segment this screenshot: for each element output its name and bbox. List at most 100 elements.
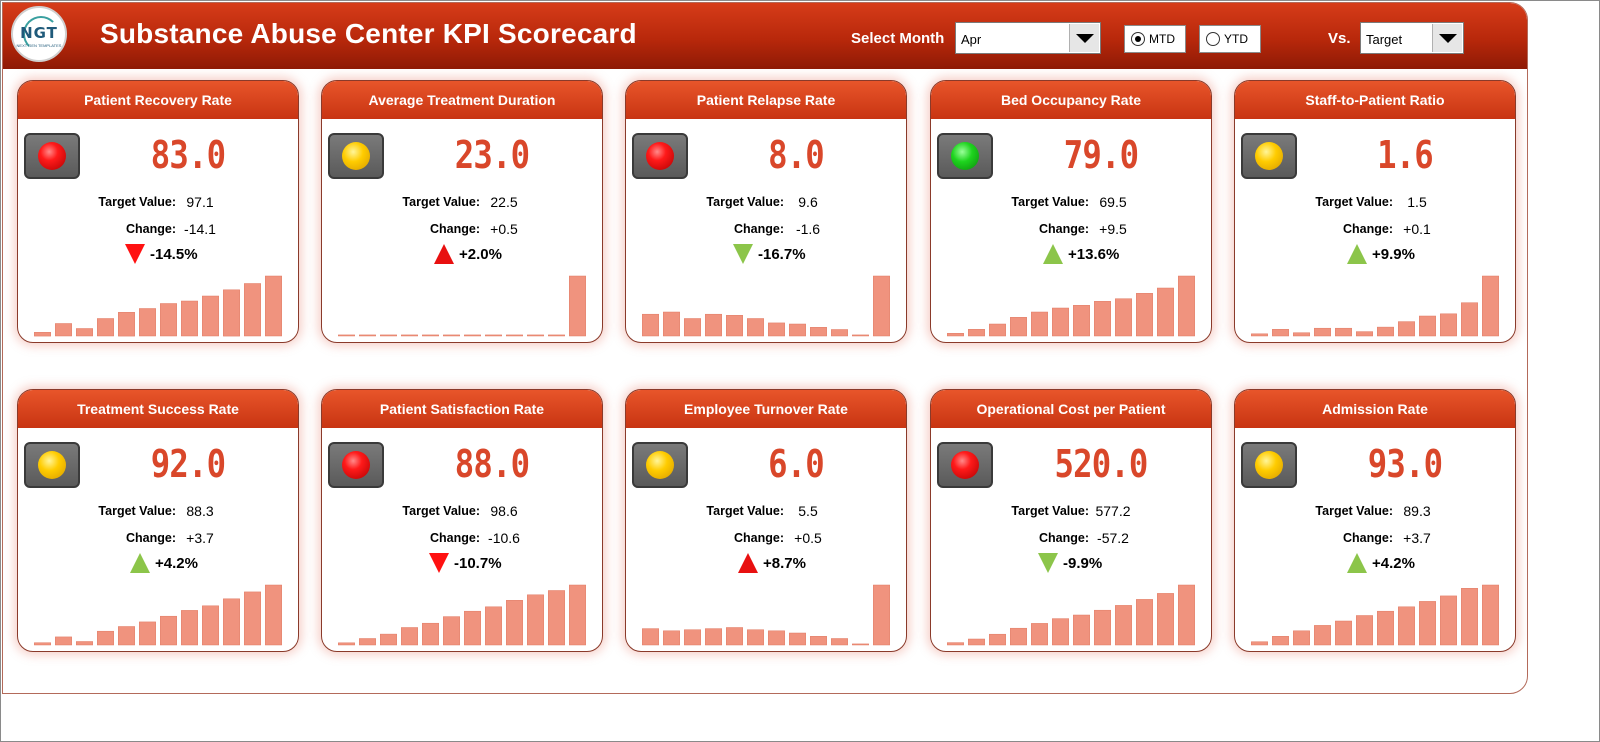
target-value: 5.5 [798, 503, 818, 519]
trend-bar [244, 591, 261, 646]
trend-bar [747, 318, 764, 337]
trend-bar [1178, 275, 1195, 337]
kpi-card: Operational Cost per Patient 520.0 Targe… [930, 389, 1212, 652]
status-bulb-icon [646, 142, 674, 170]
trend-bar [569, 275, 586, 337]
trend-bar [1293, 630, 1310, 646]
trend-bar [181, 610, 198, 646]
trend-bar [1482, 584, 1499, 646]
change-label: Change: [1343, 222, 1393, 236]
chevron-down-icon[interactable] [1432, 24, 1462, 52]
change-label: Change: [1343, 531, 1393, 545]
trend-bar [1461, 588, 1478, 646]
trend-bar [1335, 620, 1352, 646]
kpi-card-header: Admission Rate [1235, 390, 1515, 428]
trend-bar [873, 275, 890, 337]
trend-bar [852, 643, 869, 646]
trend-bar [642, 313, 659, 337]
target-label: Target Value: [98, 504, 176, 518]
chevron-down-icon[interactable] [1069, 24, 1099, 52]
trend-bar [443, 616, 460, 646]
change-value: +0.5 [490, 221, 518, 237]
kpi-title: Treatment Success Rate [77, 401, 239, 417]
status-bulb-icon [951, 142, 979, 170]
trend-bar [1094, 609, 1111, 646]
kpi-card-header: Average Treatment Duration [322, 81, 602, 119]
down-arrow-icon [1038, 553, 1058, 573]
change-percent: +13.6% [1068, 246, 1120, 263]
trend-bar [1377, 610, 1394, 646]
target-value: 69.5 [1099, 194, 1127, 210]
trend-bar [1178, 584, 1195, 646]
trend-bar [1398, 606, 1415, 646]
kpi-value: 1.6 [1377, 133, 1434, 177]
target-label: Target Value: [1011, 195, 1089, 209]
status-bulb-icon [342, 451, 370, 479]
trend-bar-chart [34, 584, 282, 646]
up-arrow-icon [738, 553, 758, 573]
mtd-radio-option[interactable]: MTD [1124, 25, 1186, 53]
trend-bar [359, 638, 376, 646]
trend-bar [401, 627, 418, 646]
change-percent: -16.7% [758, 246, 806, 263]
kpi-card-header: Patient Relapse Rate [626, 81, 906, 119]
down-arrow-icon [733, 244, 753, 264]
kpi-card-header: Employee Turnover Rate [626, 390, 906, 428]
change-value: +0.1 [1403, 221, 1431, 237]
trend-bar [1251, 333, 1268, 337]
month-dropdown[interactable]: Apr [955, 22, 1101, 54]
trend-bar [1377, 326, 1394, 337]
trend-bar [338, 642, 355, 646]
change-percent: +9.9% [1372, 246, 1415, 263]
company-logo: NGT NEXT GEN TEMPLATES [11, 6, 67, 62]
trend-bar [989, 323, 1006, 337]
mtd-radio-button[interactable] [1131, 32, 1145, 46]
kpi-card: Patient Relapse Rate 8.0 Target Value: 9… [625, 80, 907, 343]
page-title: Substance Abuse Center KPI Scorecard [100, 18, 637, 49]
change-value: +9.5 [1099, 221, 1127, 237]
kpi-title: Operational Cost per Patient [976, 401, 1166, 417]
change-value: -1.6 [795, 221, 821, 237]
trend-bar [527, 334, 544, 337]
trend-bar [831, 329, 848, 337]
trend-bar [548, 334, 565, 337]
trend-bar [789, 323, 806, 337]
trend-bar [139, 621, 156, 646]
trend-bar [76, 328, 93, 337]
target-value: 88.3 [186, 503, 214, 519]
ytd-radio-button[interactable] [1206, 32, 1220, 46]
trend-bar [642, 628, 659, 646]
trend-bar [55, 636, 72, 646]
trend-bar [663, 630, 680, 646]
trend-bar [380, 633, 397, 646]
trend-bar [160, 615, 177, 646]
trend-bar [485, 606, 502, 646]
kpi-title: Employee Turnover Rate [684, 401, 848, 417]
trend-bar [810, 636, 827, 646]
kpi-card: Average Treatment Duration 23.0 Target V… [321, 80, 603, 343]
trend-bar-chart [642, 584, 890, 646]
trend-bar [831, 638, 848, 646]
ytd-radio-option[interactable]: YTD [1199, 25, 1261, 53]
trend-bar [663, 311, 680, 337]
target-value: 97.1 [186, 194, 214, 210]
vs-label: Vs. [1328, 30, 1351, 47]
trend-bar [1314, 625, 1331, 646]
trend-bar [338, 334, 355, 337]
change-percent: -9.9% [1063, 555, 1103, 572]
change-percent: -14.5% [150, 246, 198, 263]
trend-bar [1272, 329, 1289, 337]
trend-bar [118, 312, 135, 337]
comparison-dropdown[interactable]: Target [1360, 22, 1464, 54]
trend-bar-chart [1251, 584, 1499, 646]
trend-bar [1482, 275, 1499, 337]
trend-bar [705, 628, 722, 646]
status-bulb-icon [951, 451, 979, 479]
up-arrow-icon [130, 553, 150, 573]
kpi-card-header: Treatment Success Rate [18, 390, 298, 428]
trend-bar [506, 600, 523, 646]
trend-bar [97, 630, 114, 646]
logo-subtext: NEXT GEN TEMPLATES [16, 43, 62, 48]
trend-bar [202, 295, 219, 337]
kpi-card: Employee Turnover Rate 6.0 Target Value:… [625, 389, 907, 652]
